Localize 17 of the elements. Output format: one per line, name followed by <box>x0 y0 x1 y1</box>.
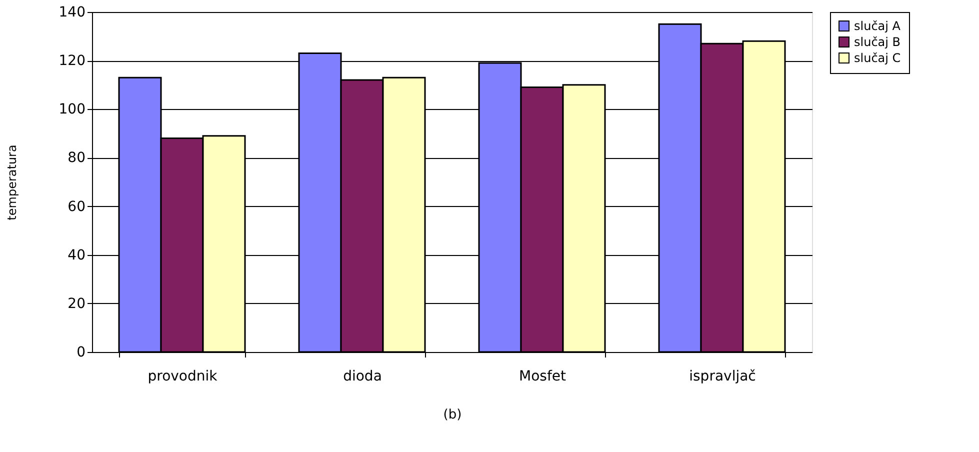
y-tick-label: 40 <box>68 247 86 264</box>
x-tick-label: provodnik <box>148 368 218 384</box>
text: (b) <box>443 408 462 422</box>
x-tick-label: Mosfet <box>519 368 566 384</box>
y-tick-label: 60 <box>68 198 86 215</box>
y-tick-label: 0 <box>76 344 86 360</box>
legend-label: slučaj C <box>854 51 901 65</box>
legend-label: slučaj B <box>854 35 901 49</box>
x-tick-label: dioda <box>343 368 382 384</box>
y-tick-label: 20 <box>68 296 86 312</box>
y-axis-title: temperatura <box>4 144 19 220</box>
x-tick-label: ispravljač <box>689 368 756 384</box>
y-tick-label: 140 <box>58 4 86 20</box>
legend-label: slučaj A <box>854 19 902 33</box>
y-tick-label: 100 <box>58 102 86 118</box>
y-tick-label: 120 <box>58 53 86 70</box>
y-tick-label: 80 <box>68 150 86 166</box>
